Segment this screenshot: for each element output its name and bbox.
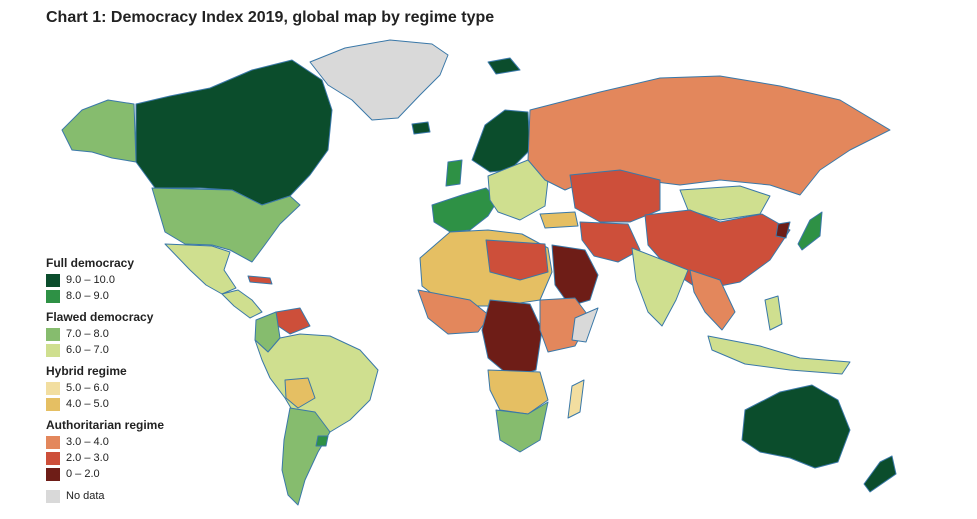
legend-item-label: 2.0 – 3.0 (66, 452, 109, 464)
legend-swatch (46, 327, 60, 341)
region-india (631, 247, 689, 327)
legend-group-title: Full democracy (46, 256, 135, 270)
legend-group-full-democracy: Full democracy 9.0 – 10.0 8.0 – 9.0 (46, 256, 236, 304)
legend: Full democracy 9.0 – 10.0 8.0 – 9.0 Flaw… (46, 256, 236, 504)
legend-swatch (46, 397, 60, 411)
region-madagascar (567, 379, 585, 419)
region-alaska (61, 99, 137, 163)
region-saudi-arabia (551, 244, 599, 307)
region-central-africa (481, 299, 543, 379)
legend-item-label: 4.0 – 5.0 (66, 398, 109, 410)
legend-swatch (46, 289, 60, 303)
legend-group-title: Flawed democracy (46, 310, 154, 324)
region-greenland (309, 39, 449, 121)
region-philippines (764, 295, 783, 331)
region-russia (527, 75, 891, 196)
region-iceland (411, 121, 431, 135)
legend-item-label: 9.0 – 10.0 (66, 274, 115, 286)
legend-group-authoritarian-regime: Authoritarian regime 3.0 – 4.0 2.0 – 3.0… (46, 418, 236, 482)
legend-swatch (46, 381, 60, 395)
region-iran (579, 221, 641, 263)
region-japan (797, 211, 823, 251)
legend-group-hybrid-regime: Hybrid regime 5.0 – 6.0 4.0 – 5.0 (46, 364, 236, 412)
region-southern-cone (281, 407, 331, 506)
legend-group-title: Authoritarian regime (46, 418, 165, 432)
region-central-asia (569, 169, 661, 223)
region-venezuela (275, 307, 311, 335)
legend-item-label: 5.0 – 6.0 (66, 382, 109, 394)
legend-item-label: 6.0 – 7.0 (66, 344, 109, 356)
region-uruguay (315, 435, 329, 447)
region-bolivia (284, 377, 316, 409)
region-canada (135, 59, 333, 206)
legend-swatch (46, 451, 60, 465)
legend-item-label: 7.0 – 8.0 (66, 328, 109, 340)
legend-swatch (46, 343, 60, 357)
legend-item-label: No data (66, 490, 105, 502)
legend-item: 2.0 – 3.0 (46, 450, 236, 466)
region-arctic-islands (487, 57, 521, 75)
chart-title: Chart 1: Democracy Index 2019, global ma… (46, 9, 495, 26)
region-central-america (221, 289, 263, 319)
region-mexico (164, 243, 237, 295)
legend-item: 3.0 – 4.0 (46, 434, 236, 450)
region-south-america (254, 333, 379, 441)
legend-swatch (46, 435, 60, 449)
region-se-asia (689, 269, 736, 331)
legend-item-label: 0 – 2.0 (66, 468, 100, 480)
region-turkey (539, 211, 579, 229)
region-usa (151, 187, 301, 263)
legend-item-no-data: No data (46, 488, 236, 504)
legend-item: 9.0 – 10.0 (46, 272, 236, 288)
legend-group-flawed-democracy: Flawed democracy 7.0 – 8.0 6.0 – 7.0 (46, 310, 236, 358)
region-europe-west (431, 187, 499, 233)
region-uk (445, 159, 463, 187)
region-cuba (247, 275, 273, 285)
legend-item: 7.0 – 8.0 (46, 326, 236, 342)
region-libya-egypt (485, 239, 549, 281)
legend-group-title: Hybrid regime (46, 364, 127, 378)
legend-swatch (46, 467, 60, 481)
legend-item: 8.0 – 9.0 (46, 288, 236, 304)
region-horn (571, 307, 599, 343)
legend-item: 4.0 – 5.0 (46, 396, 236, 412)
region-west-africa (417, 289, 491, 335)
legend-swatch (46, 489, 60, 503)
legend-swatch (46, 273, 60, 287)
legend-item: 6.0 – 7.0 (46, 342, 236, 358)
legend-item: 0 – 2.0 (46, 466, 236, 482)
region-new-zealand (863, 455, 897, 493)
legend-item-label: 8.0 – 9.0 (66, 290, 109, 302)
region-southern-africa (495, 401, 549, 453)
legend-item: 5.0 – 6.0 (46, 380, 236, 396)
legend-item-label: 3.0 – 4.0 (66, 436, 109, 448)
region-north-korea (775, 221, 791, 239)
region-indonesia (707, 335, 851, 375)
region-australia (741, 384, 851, 469)
